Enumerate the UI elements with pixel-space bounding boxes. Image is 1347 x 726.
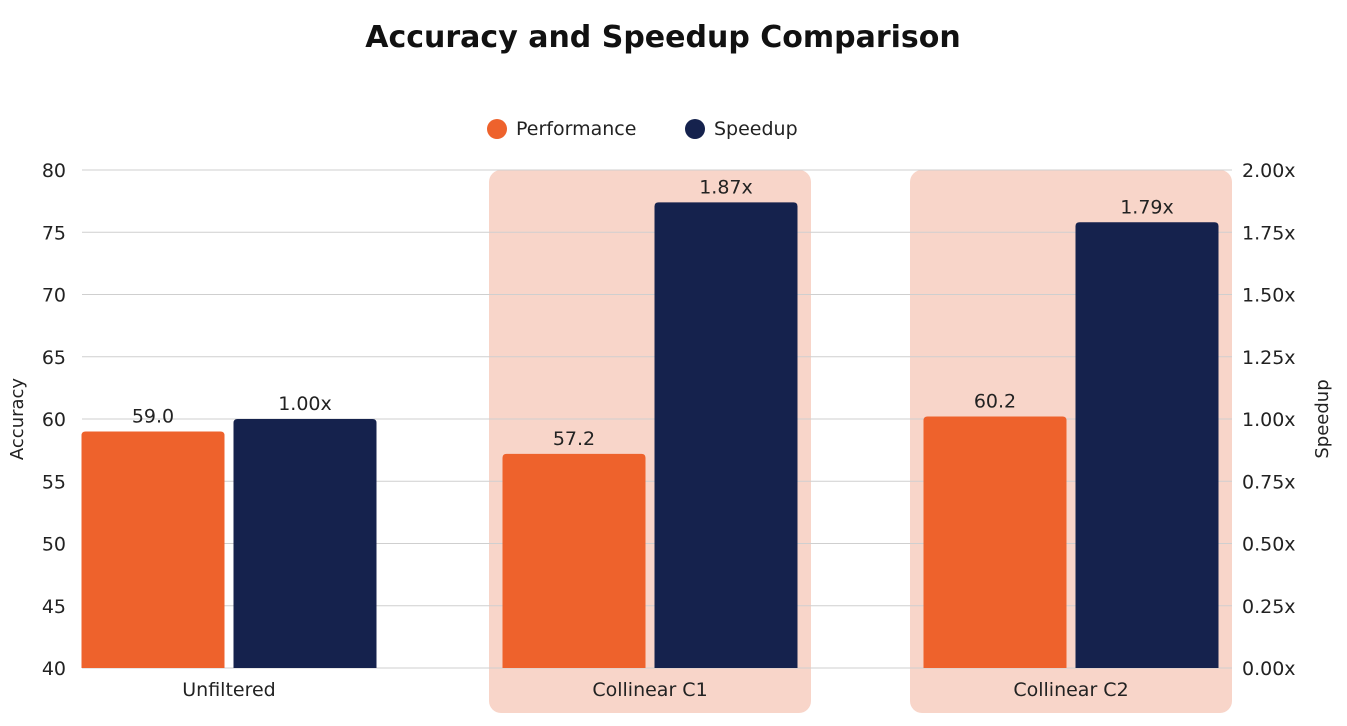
y-tick-label: 55 bbox=[42, 471, 66, 493]
bar-performance-collinear-c2 bbox=[923, 416, 1067, 668]
y2-tick-label: 0.50x bbox=[1242, 534, 1296, 556]
bar-performance-collinear-c1 bbox=[502, 453, 646, 668]
y-tick-label: 75 bbox=[42, 222, 66, 244]
data-label-performance-unfiltered: 59.0 bbox=[132, 405, 174, 427]
y-tick-label: 65 bbox=[42, 347, 66, 369]
legend-swatch-performance bbox=[487, 119, 507, 139]
bar-speedup-collinear-c1 bbox=[654, 202, 798, 668]
y2-tick-label: 1.75x bbox=[1242, 222, 1296, 244]
y-axis-label: Accuracy bbox=[7, 378, 28, 461]
category-labels: Unfiltered Collinear C1 Collinear C2 bbox=[182, 679, 1128, 701]
y2-tick-label: 1.50x bbox=[1242, 285, 1296, 307]
data-label-performance-collinear-c2: 60.2 bbox=[974, 391, 1016, 413]
x-tick-label-collinear-c2: Collinear C2 bbox=[1013, 679, 1128, 701]
y-tick-label: 50 bbox=[42, 534, 66, 556]
bar-speedup-unfiltered bbox=[233, 419, 377, 668]
data-label-speedup-collinear-c2: 1.79x bbox=[1120, 196, 1174, 218]
data-labels: 59.0 1.00x 57.2 1.87x 60.2 1.79x bbox=[132, 176, 1174, 449]
data-label-speedup-collinear-c1: 1.87x bbox=[699, 176, 753, 198]
bar-speedup-collinear-c2 bbox=[1075, 222, 1219, 669]
y2-tick-label: 0.00x bbox=[1242, 658, 1296, 680]
x-tick-label-collinear-c1: Collinear C1 bbox=[592, 679, 707, 701]
legend-label-performance: Performance bbox=[516, 118, 636, 140]
legend: Performance Speedup bbox=[487, 118, 798, 140]
legend-label-speedup: Speedup bbox=[714, 118, 798, 140]
bars bbox=[81, 202, 1219, 669]
data-label-speedup-unfiltered: 1.00x bbox=[278, 393, 332, 415]
y-tick-label: 45 bbox=[42, 596, 66, 618]
y2-axis-label: Speedup bbox=[1312, 379, 1333, 458]
left-axis-ticks: 40 45 50 55 60 65 70 75 80 bbox=[42, 160, 66, 680]
bar-performance-unfiltered bbox=[81, 431, 225, 668]
chart-title: Accuracy and Speedup Comparison bbox=[365, 20, 961, 55]
y2-tick-label: 0.25x bbox=[1242, 596, 1296, 618]
y-tick-label: 40 bbox=[42, 658, 66, 680]
data-label-performance-collinear-c1: 57.2 bbox=[553, 428, 595, 450]
y-tick-label: 70 bbox=[42, 285, 66, 307]
y-tick-label: 60 bbox=[42, 409, 66, 431]
y2-tick-label: 1.25x bbox=[1242, 347, 1296, 369]
y-tick-label: 80 bbox=[42, 160, 66, 182]
right-axis-ticks: 0.00x 0.25x 0.50x 0.75x 1.00x 1.25x 1.50x 1.75x… bbox=[1242, 160, 1296, 680]
y2-tick-label: 2.00x bbox=[1242, 160, 1296, 182]
x-tick-label-unfiltered: Unfiltered bbox=[182, 679, 275, 701]
y2-tick-label: 0.75x bbox=[1242, 471, 1296, 493]
legend-swatch-speedup bbox=[685, 119, 705, 139]
y2-tick-label: 1.00x bbox=[1242, 409, 1296, 431]
